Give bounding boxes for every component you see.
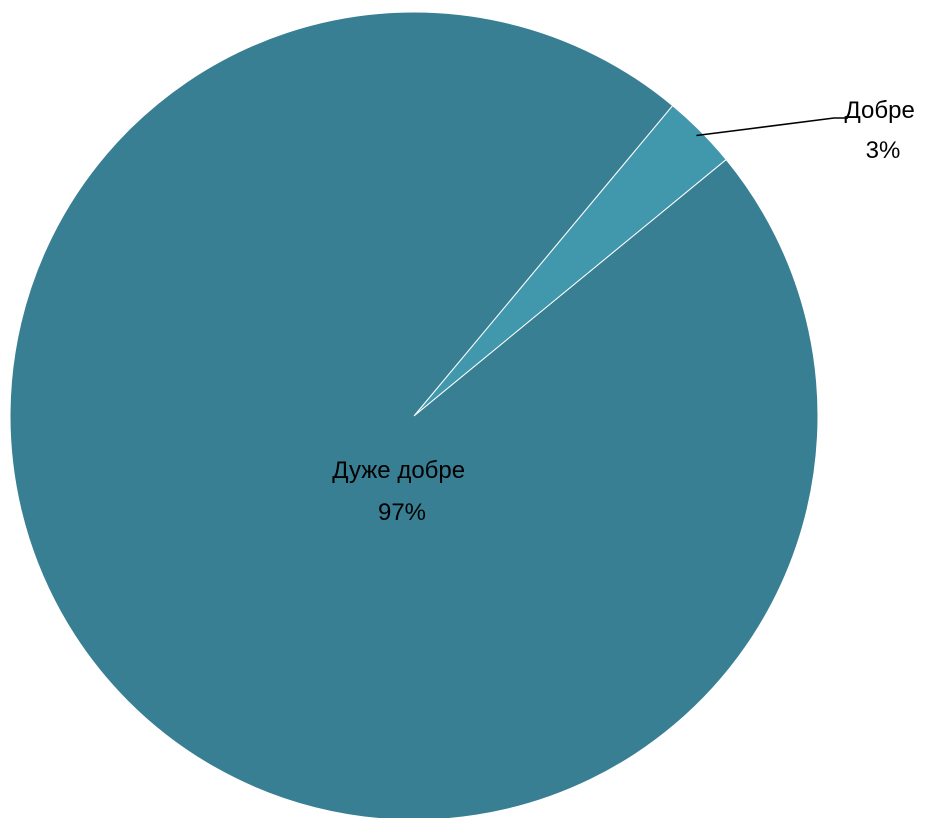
pie-slices	[9, 11, 819, 818]
slice-label-small-name: Добре	[845, 97, 915, 124]
slice-label-large: Дуже добре 97%	[332, 457, 472, 526]
leader-line-small	[696, 117, 848, 137]
slice-label-small-percent: 3%	[866, 137, 901, 164]
slice-label-large-name: Дуже добре	[332, 457, 465, 484]
leader-lines	[696, 117, 848, 137]
slice-label-small: Добре 3%	[845, 97, 922, 164]
pie-slice-large	[9, 11, 819, 818]
slice-label-large-percent: 97%	[378, 499, 426, 526]
